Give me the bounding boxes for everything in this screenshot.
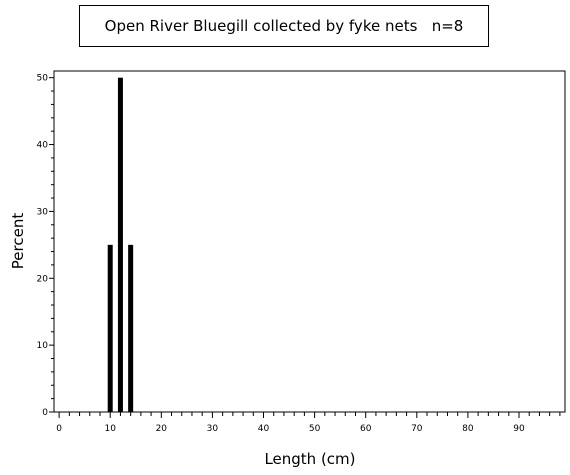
- x-tick-label: 40: [258, 424, 270, 434]
- x-tick-label: 0: [56, 424, 62, 434]
- y-tick-label: 10: [37, 341, 49, 351]
- y-tick-label: 20: [37, 274, 49, 284]
- x-axis-title: Length (cm): [264, 450, 355, 468]
- x-tick-label: 90: [513, 424, 525, 434]
- x-tick-label: 30: [207, 424, 219, 434]
- y-axis: 0 10 20 30 40 50: [37, 74, 54, 418]
- y-tick-label: 0: [42, 408, 48, 418]
- x-tick-label: 80: [462, 424, 474, 434]
- y-axis-title: Percent: [9, 213, 27, 270]
- x-tick-label: 70: [411, 424, 423, 434]
- x-axis: 0 10 20 30 40 50 60 70 80 90: [56, 412, 561, 434]
- x-tick-label: 20: [156, 424, 168, 434]
- y-tick-label: 40: [37, 141, 49, 151]
- plot-frame: [53, 70, 566, 413]
- bar: [117, 77, 123, 412]
- x-tick-label: 60: [360, 424, 372, 434]
- bar: [128, 244, 134, 412]
- x-tick-label: 50: [309, 424, 321, 434]
- y-tick-label: 50: [37, 74, 49, 84]
- y-tick-label: 30: [37, 207, 49, 217]
- bars-group: [107, 77, 134, 412]
- bar: [107, 244, 113, 412]
- chart-title: Open River Bluegill collected by fyke ne…: [79, 5, 489, 47]
- x-tick-label: 10: [104, 424, 116, 434]
